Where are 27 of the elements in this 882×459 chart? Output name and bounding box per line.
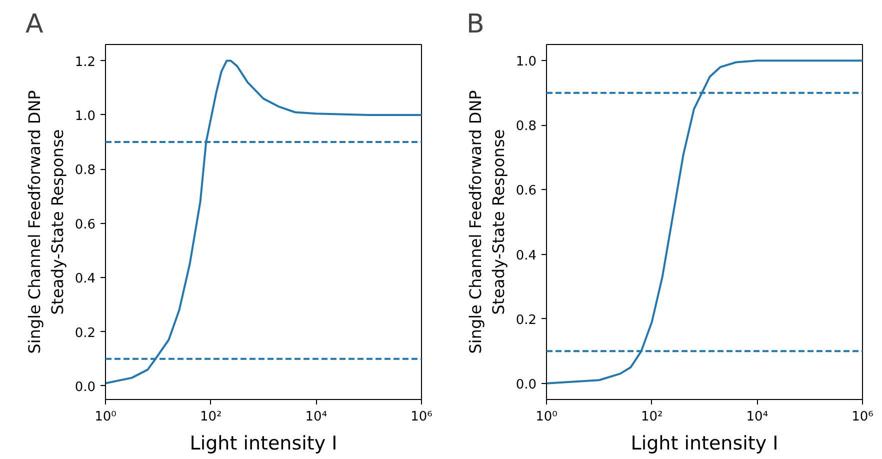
x-tick-label: 10⁶ <box>410 410 432 424</box>
y-tick-label: 0.2 <box>74 326 96 341</box>
x-tick-label: 10⁰ <box>94 410 116 424</box>
y-tick-label: 0.4 <box>74 272 96 287</box>
y-tick-label: 0.2 <box>516 312 537 328</box>
chart-title: B <box>466 10 484 40</box>
x-axis-title: Light intensity I <box>190 432 338 454</box>
x-tick-label: 10⁰ <box>536 410 558 424</box>
y-tick-label: 0.8 <box>74 163 96 178</box>
y-tick-label: 0.4 <box>516 248 537 264</box>
y-tick-label: 0.8 <box>516 119 537 134</box>
x-tick-label: 10⁴ <box>305 410 328 424</box>
x-tick-label: 10⁴ <box>746 410 768 424</box>
y-tick-label: 0.0 <box>516 377 537 392</box>
x-tick-label: 10² <box>200 410 222 424</box>
y-tick-label: 1.0 <box>516 54 537 70</box>
y-tick-label: 1.0 <box>74 108 96 124</box>
y-tick-label: 1.2 <box>74 54 96 70</box>
x-tick-label: 10⁶ <box>852 410 874 424</box>
y-axis-title: Single Channel Feedforward DNP Steady-State Response <box>25 90 67 354</box>
x-tick-label: 10² <box>640 410 663 424</box>
y-axis-title: Single Channel Feedforward DNP Steady-State Response <box>466 90 508 354</box>
y-tick-label: 0.6 <box>74 217 96 232</box>
x-axis-title: Light intensity I <box>630 432 778 454</box>
chart-title: A <box>26 10 44 40</box>
y-tick-label: 0.6 <box>516 184 537 199</box>
y-tick-label: 0.0 <box>74 380 96 395</box>
